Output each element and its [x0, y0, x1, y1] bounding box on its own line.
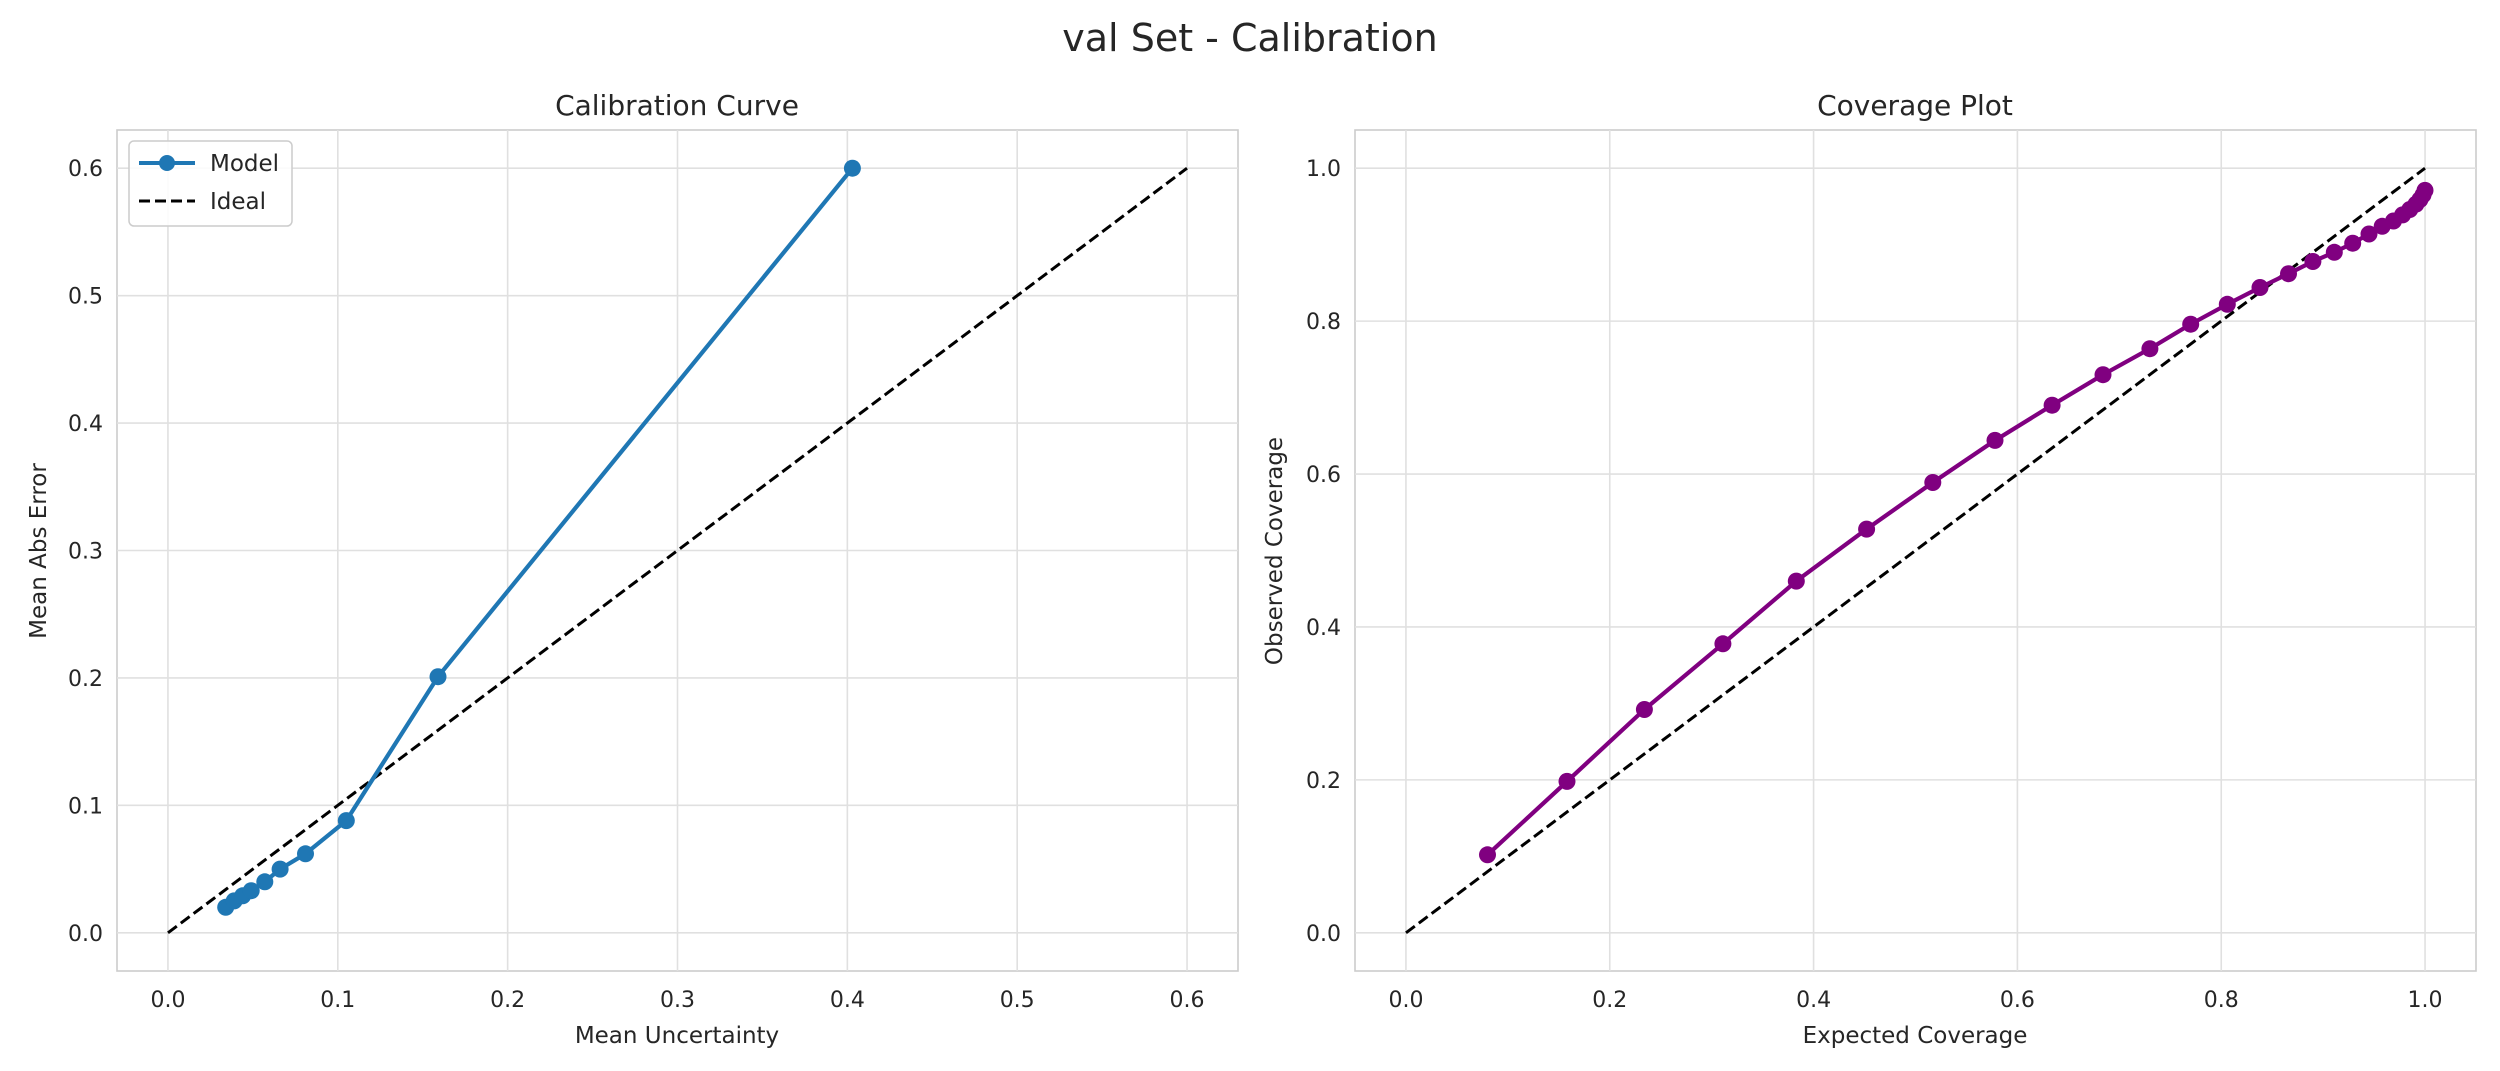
calibration-model-point — [271, 860, 289, 878]
calibration-model-point — [256, 873, 274, 891]
calibration-xtick-label: 0.1 — [320, 988, 355, 1013]
coverage-observed-point — [2043, 396, 2061, 414]
calibration-xtick-label: 0.5 — [1000, 988, 1035, 1013]
coverage-ideal-line — [1405, 167, 2426, 934]
calibration-ytick-label: 0.0 — [68, 922, 103, 947]
legend-model-label: Model — [210, 151, 279, 177]
calibration-model-point — [242, 882, 260, 900]
calibration-xtick-label: 0.3 — [660, 988, 695, 1013]
calibration-ytick-label: 0.1 — [68, 794, 103, 819]
calibration-legend: Model Ideal — [128, 140, 293, 227]
coverage-ytick-label: 0.4 — [1306, 616, 1341, 641]
coverage-series — [1405, 167, 2434, 934]
coverage-observed-point — [1986, 431, 2004, 449]
calibration-title: Calibration Curve — [555, 89, 799, 122]
calibration-xtick-label: 0.2 — [490, 988, 525, 1013]
coverage-observed-point — [1635, 701, 1653, 718]
coverage-observed-point — [2218, 295, 2236, 313]
coverage-observed-point — [2182, 315, 2200, 333]
calibration-ylabel: Mean Abs Error — [26, 463, 52, 639]
calibration-ytick-label: 0.4 — [68, 412, 103, 437]
calibration-curve-panel: 0.0 0.1 0.2 0.3 0.4 0.5 0.6 0.0 0.1 0.2 0.3 0.4 0.5 0… — [26, 89, 1239, 1049]
coverage-grid — [1355, 130, 2476, 971]
coverage-observed-point — [2251, 279, 2269, 296]
coverage-observed-point — [2344, 234, 2362, 252]
coverage-ylabel: Observed Coverage — [1262, 437, 1288, 665]
calibration-ytick-label: 0.5 — [68, 285, 103, 310]
coverage-observed-point — [2416, 181, 2434, 199]
coverage-observed-point — [2304, 253, 2322, 270]
calibration-xtick-label: 0.6 — [1170, 988, 1205, 1013]
coverage-xtick-label: 0.8 — [2204, 988, 2239, 1013]
calibration-xtick-label: 0.4 — [830, 988, 865, 1013]
calibration-ticks: 0.0 0.1 0.2 0.3 0.4 0.5 0.6 0.0 0.1 0.2 0.3 0.4 0.5 0… — [68, 157, 1205, 1013]
coverage-ytick-label: 0.6 — [1306, 463, 1341, 488]
coverage-observed-point — [1558, 772, 1576, 790]
coverage-observed-point — [1714, 635, 1732, 653]
calibration-ytick-label: 0.2 — [68, 667, 103, 692]
calibration-xlabel: Mean Uncertainty — [575, 1023, 779, 1049]
calibration-model-point — [337, 812, 355, 830]
coverage-ytick-label: 0.0 — [1306, 922, 1341, 947]
coverage-xtick-label: 1.0 — [2408, 988, 2443, 1013]
calibration-model-point — [843, 159, 861, 177]
coverage-ytick-label: 1.0 — [1306, 157, 1341, 182]
figure-title: val Set - Calibration — [1062, 16, 1437, 60]
coverage-xlabel: Expected Coverage — [1803, 1023, 2028, 1049]
legend-ideal-label: Ideal — [210, 189, 266, 215]
coverage-xtick-label: 0.2 — [1592, 988, 1627, 1013]
coverage-ytick-label: 0.2 — [1306, 769, 1341, 794]
coverage-observed-point — [1787, 572, 1805, 590]
calibration-series — [167, 159, 1188, 934]
coverage-xtick-label: 0.4 — [1796, 988, 1831, 1013]
calibration-model-point — [297, 845, 314, 863]
coverage-xtick-label: 0.6 — [2000, 988, 2035, 1013]
coverage-observed-point — [2325, 243, 2343, 261]
coverage-observed-point — [2094, 366, 2112, 384]
coverage-observed-point — [1924, 474, 1942, 491]
coverage-xtick-label: 0.0 — [1388, 988, 1423, 1013]
calibration-ideal-line — [167, 167, 1188, 934]
coverage-ytick-label: 0.8 — [1306, 310, 1341, 335]
calibration-ytick-label: 0.6 — [68, 157, 103, 182]
coverage-observed-point — [2141, 340, 2159, 358]
calibration-grid — [117, 130, 1238, 971]
legend-model-marker — [159, 155, 175, 171]
coverage-observed-point — [1858, 520, 1876, 538]
calibration-xtick-label: 0.0 — [150, 988, 185, 1013]
coverage-observed-point — [2360, 225, 2378, 243]
coverage-title: Coverage Plot — [1817, 89, 2013, 122]
coverage-observed-point — [1479, 846, 1496, 864]
calibration-ytick-label: 0.3 — [68, 540, 103, 565]
coverage-ticks: 0.0 0.2 0.4 0.6 0.8 1.0 0.0 0.2 0.4 0.6 0.8 1.0 — [1306, 157, 2443, 1013]
coverage-plot-panel: 0.0 0.2 0.4 0.6 0.8 1.0 0.0 0.2 0.4 0.6 0.8 1.0 Cov… — [1262, 89, 2477, 1049]
calibration-model-point — [429, 668, 447, 686]
coverage-observed-point — [2280, 265, 2297, 283]
